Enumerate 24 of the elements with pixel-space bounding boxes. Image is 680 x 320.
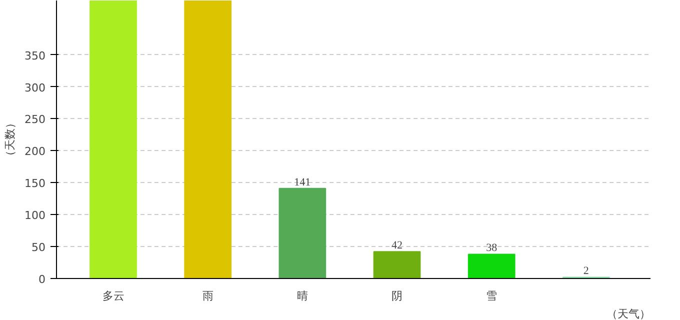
bar bbox=[90, 0, 137, 278]
y-tick-label: 250 bbox=[24, 113, 46, 126]
y-tick-label: 0 bbox=[38, 273, 46, 286]
y-axis-title: （天数） bbox=[4, 118, 17, 162]
y-tick-label: 300 bbox=[24, 81, 46, 94]
data-label: 38 bbox=[486, 242, 498, 254]
bar bbox=[468, 254, 516, 278]
x-axis-title: （天气） bbox=[606, 308, 650, 320]
x-tick-label: 晴 bbox=[296, 290, 308, 302]
data-label: 42 bbox=[392, 240, 403, 252]
x-tick-label: 雨 bbox=[202, 290, 214, 302]
data-label: 2 bbox=[583, 265, 589, 278]
y-tick-label: 100 bbox=[24, 209, 46, 222]
y-tick-label: 350 bbox=[24, 49, 46, 62]
x-tick-label: 多云 bbox=[102, 290, 124, 302]
bar bbox=[373, 251, 421, 278]
x-tick-label: 阴 bbox=[392, 290, 403, 302]
x-tick-label: 雪 bbox=[486, 290, 498, 302]
y-tick-label: 50 bbox=[32, 241, 46, 254]
bar bbox=[278, 188, 326, 278]
y-tick-label: 200 bbox=[24, 145, 46, 158]
data-label: 141 bbox=[294, 176, 311, 188]
y-tick-label: 150 bbox=[24, 177, 46, 190]
bar bbox=[184, 0, 232, 278]
